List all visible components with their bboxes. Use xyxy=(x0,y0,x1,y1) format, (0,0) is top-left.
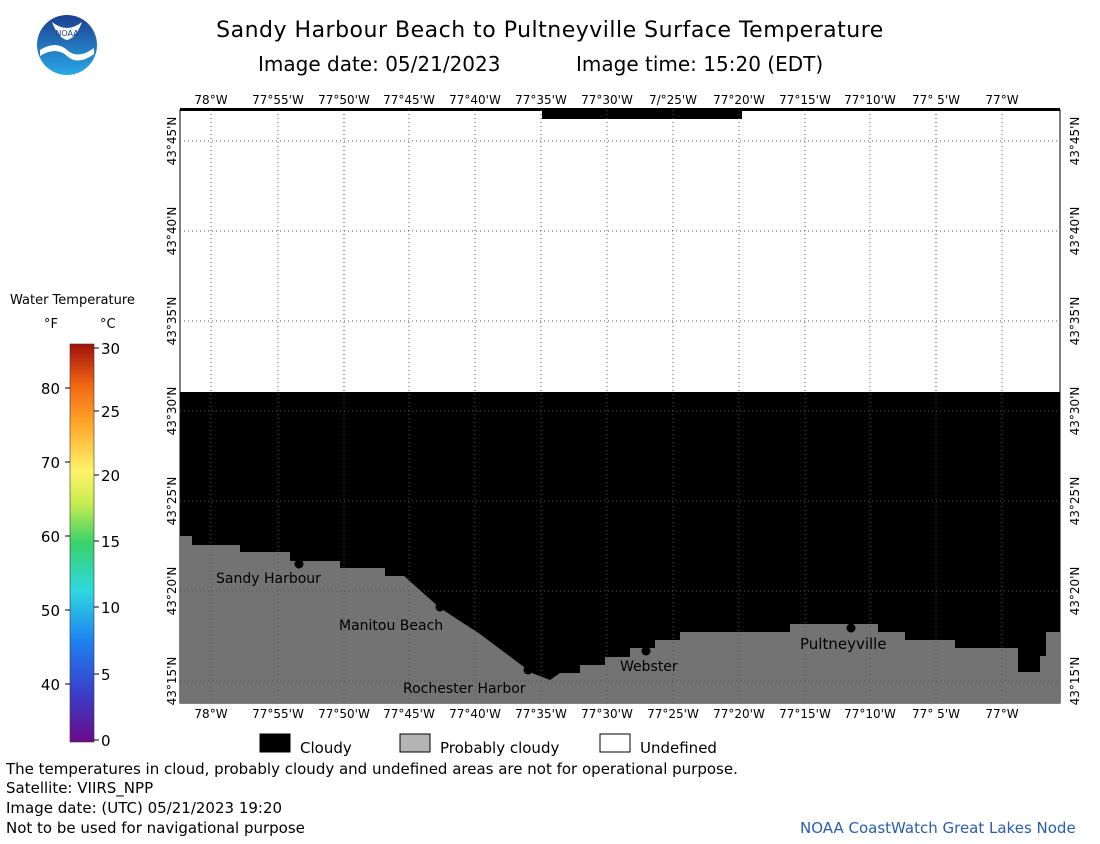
lon-label-bottom: 77°20'W xyxy=(713,707,765,721)
legend-label-probably-cloudy: Probably cloudy xyxy=(440,739,559,757)
place-markers xyxy=(294,559,856,675)
probably-cloudy-area xyxy=(180,536,1060,703)
lon-label-top: 77°30'W xyxy=(581,93,633,107)
lon-label-top: 77°40'W xyxy=(449,93,501,107)
colorbar-tick-c: 30 xyxy=(101,340,120,358)
colorbar-tick-f: 80 xyxy=(41,380,60,398)
noaa-logo: NOAA xyxy=(36,14,98,76)
graticule xyxy=(180,110,1060,703)
lon-label-bottom: 77°45'W xyxy=(383,707,435,721)
lat-label-left: 43°35'N xyxy=(165,297,179,346)
lon-label-top: 77°55'W xyxy=(252,93,304,107)
image-date: Image date: 05/21/2023 xyxy=(258,52,501,76)
colorbar-unit-c: °C xyxy=(100,317,116,332)
lon-label-bottom: 77°10'W xyxy=(844,707,896,721)
lon-label-bottom: 77°W xyxy=(985,707,1018,721)
lon-label-top: 77°45'W xyxy=(383,93,435,107)
lon-label-bottom: 77°25'W xyxy=(647,707,699,721)
colorbar-tick-c: 20 xyxy=(101,467,120,485)
marker-rochester-harbor xyxy=(523,665,533,675)
marker-sandy-harbour xyxy=(294,559,304,569)
lon-label-bottom: 77°40'W xyxy=(449,707,501,721)
colorbar-tick-c: 0 xyxy=(101,732,111,750)
operational-note: The temperatures in cloud, probably clou… xyxy=(6,760,738,778)
lon-label-bottom: 77°30'W xyxy=(581,707,633,721)
marker-webster xyxy=(641,646,651,656)
lon-label-top: 7/°25'W xyxy=(649,93,697,107)
lat-label-left: 43°45'N xyxy=(165,117,179,166)
lon-label-top: 77°20'W xyxy=(713,93,765,107)
place-label: Rochester Harbor xyxy=(403,681,526,697)
colorbar-tick-f: 50 xyxy=(41,602,60,620)
lat-label-right: 43°45'N xyxy=(1068,117,1082,166)
lon-label-bottom: 77°50'W xyxy=(318,707,370,721)
colorbar-tick-c: 15 xyxy=(101,533,120,551)
credit-link[interactable]: NOAA CoastWatch Great Lakes Node xyxy=(800,819,1076,837)
colorbar-tick-f: 40 xyxy=(41,676,60,694)
lon-label-bottom: 77°15'W xyxy=(779,707,831,721)
top-cloud-strip xyxy=(542,108,742,119)
temperature-colorbar xyxy=(69,343,95,743)
place-label: Webster xyxy=(620,659,678,675)
lon-label-bottom: 78°W xyxy=(194,707,227,721)
lat-label-left: 43°40'N xyxy=(165,207,179,256)
lon-label-top: 77°50'W xyxy=(318,93,370,107)
lon-label-bottom: 77°35'W xyxy=(515,707,567,721)
colorbar-tick-f: 70 xyxy=(41,454,60,472)
legend-swatch-probably-cloudy xyxy=(399,733,431,753)
colorbar-tick-c: 5 xyxy=(101,666,111,684)
legend-label-cloudy: Cloudy xyxy=(300,739,352,757)
lon-label-top: 77°35'W xyxy=(515,93,567,107)
lat-label-right: 43°15'N xyxy=(1068,657,1082,706)
lat-label-right: 43°35'N xyxy=(1068,297,1082,346)
colorbar-title: Water Temperature xyxy=(10,293,135,308)
lat-label-right: 43°25'N xyxy=(1068,477,1082,526)
place-label: Manitou Beach xyxy=(339,618,443,634)
satellite-info: Satellite: VIIRS_NPP xyxy=(6,779,154,797)
lon-label-top: 77° 5'W xyxy=(912,93,960,107)
navigation-disclaimer: Not to be used for navigational purpose xyxy=(6,819,305,837)
legend-label-undefined: Undefined xyxy=(640,739,717,757)
lon-label-bottom: 77°55'W xyxy=(252,707,304,721)
map-title: Sandy Harbour Beach to Pultneyville Surf… xyxy=(216,18,884,43)
svg-text:NOAA: NOAA xyxy=(55,29,79,38)
place-label: Sandy Harbour xyxy=(216,571,321,587)
lon-label-top: 77°W xyxy=(985,93,1018,107)
lon-label-top: 77°10'W xyxy=(844,93,896,107)
lat-label-left: 43°25'N xyxy=(165,477,179,526)
colorbar-tick-f: 60 xyxy=(41,528,60,546)
lat-label-left: 43°20'N xyxy=(165,567,179,616)
lat-label-left: 43°30'N xyxy=(165,387,179,436)
colorbar-unit-f: °F xyxy=(44,317,58,332)
lon-label-bottom: 77° 5'W xyxy=(912,707,960,721)
place-label: Pultneyville xyxy=(800,635,887,653)
image-time: Image time: 15:20 (EDT) xyxy=(576,52,824,76)
lat-label-right: 43°30'N xyxy=(1068,387,1082,436)
lon-label-top: 78°W xyxy=(194,93,227,107)
colorbar-tick-c: 25 xyxy=(101,403,120,421)
lon-label-top: 77°15'W xyxy=(779,93,831,107)
marker-pultneyville xyxy=(846,623,856,633)
colorbar-tick-c: 10 xyxy=(101,599,120,617)
lat-label-right: 43°20'N xyxy=(1068,567,1082,616)
legend-swatch-undefined xyxy=(599,733,631,753)
utc-date: Image date: (UTC) 05/21/2023 19:20 xyxy=(6,799,283,817)
legend-swatch-cloudy xyxy=(259,733,291,753)
lat-label-right: 43°40'N xyxy=(1068,207,1082,256)
marker-manitou-beach xyxy=(435,602,445,612)
lat-label-left: 43°15'N xyxy=(165,657,179,706)
